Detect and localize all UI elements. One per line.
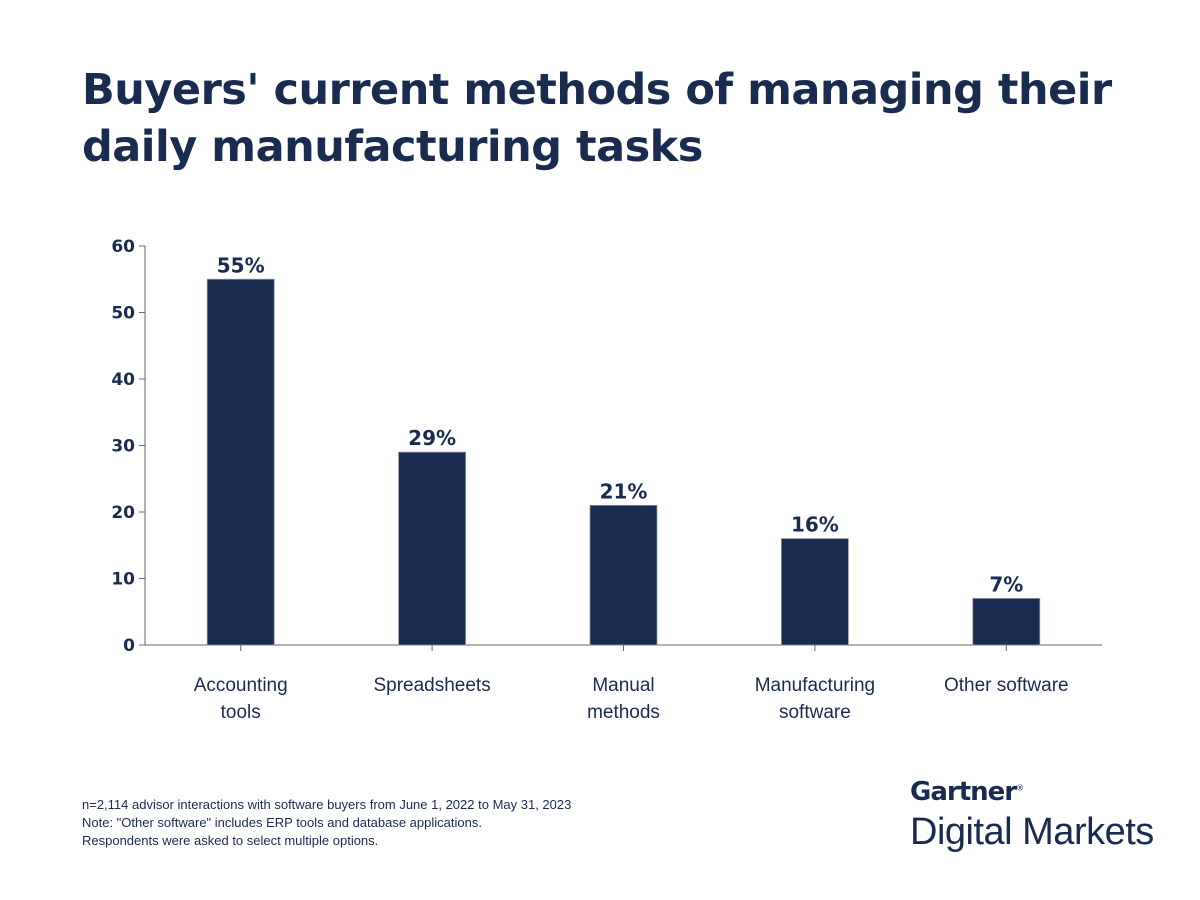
y-tick-label: 40 xyxy=(111,370,135,390)
gartner-logo: Gartner® Digital Markets xyxy=(910,777,1154,853)
chart-title: Buyers' current methods of managing thei… xyxy=(82,65,1112,172)
y-tick-label: 0 xyxy=(123,636,135,656)
logo-product: Digital Markets xyxy=(910,811,1154,853)
data-label: 55% xyxy=(217,253,265,277)
data-label: 16% xyxy=(791,513,839,537)
y-tick-label: 30 xyxy=(111,437,135,457)
bar xyxy=(972,598,1041,646)
bar xyxy=(398,451,467,646)
x-tick-label: Other software xyxy=(944,675,1069,696)
footnote-other-software: Note: "Other software" includes ERP tool… xyxy=(82,815,482,830)
y-tick-label: 60 xyxy=(111,237,135,257)
logo-brand: Gartner xyxy=(910,777,1017,807)
x-tick-label: software xyxy=(779,702,851,723)
x-tick-label: Spreadsheets xyxy=(373,675,490,696)
footnotes: n=2,114 advisor interactions with softwa… xyxy=(82,796,571,850)
bar xyxy=(206,278,275,646)
data-label: 29% xyxy=(408,426,456,450)
x-tick-label: Manufacturing xyxy=(755,675,875,696)
data-label: 21% xyxy=(600,479,648,503)
y-tick-label: 10 xyxy=(111,570,135,590)
footnote-sample: n=2,114 advisor interactions with softwa… xyxy=(82,797,572,812)
y-tick-label: 20 xyxy=(111,503,135,523)
x-tick-label: Manual xyxy=(592,675,654,696)
bar xyxy=(781,538,849,646)
data-label: 7% xyxy=(989,572,1023,596)
bar xyxy=(589,504,658,646)
x-tick-label: methods xyxy=(587,702,660,723)
x-tick-label: tools xyxy=(221,702,261,723)
x-tick-label: Accounting xyxy=(194,675,288,696)
y-tick-label: 50 xyxy=(111,304,135,324)
footnote-multiple: Respondents were asked to select multipl… xyxy=(82,833,379,848)
